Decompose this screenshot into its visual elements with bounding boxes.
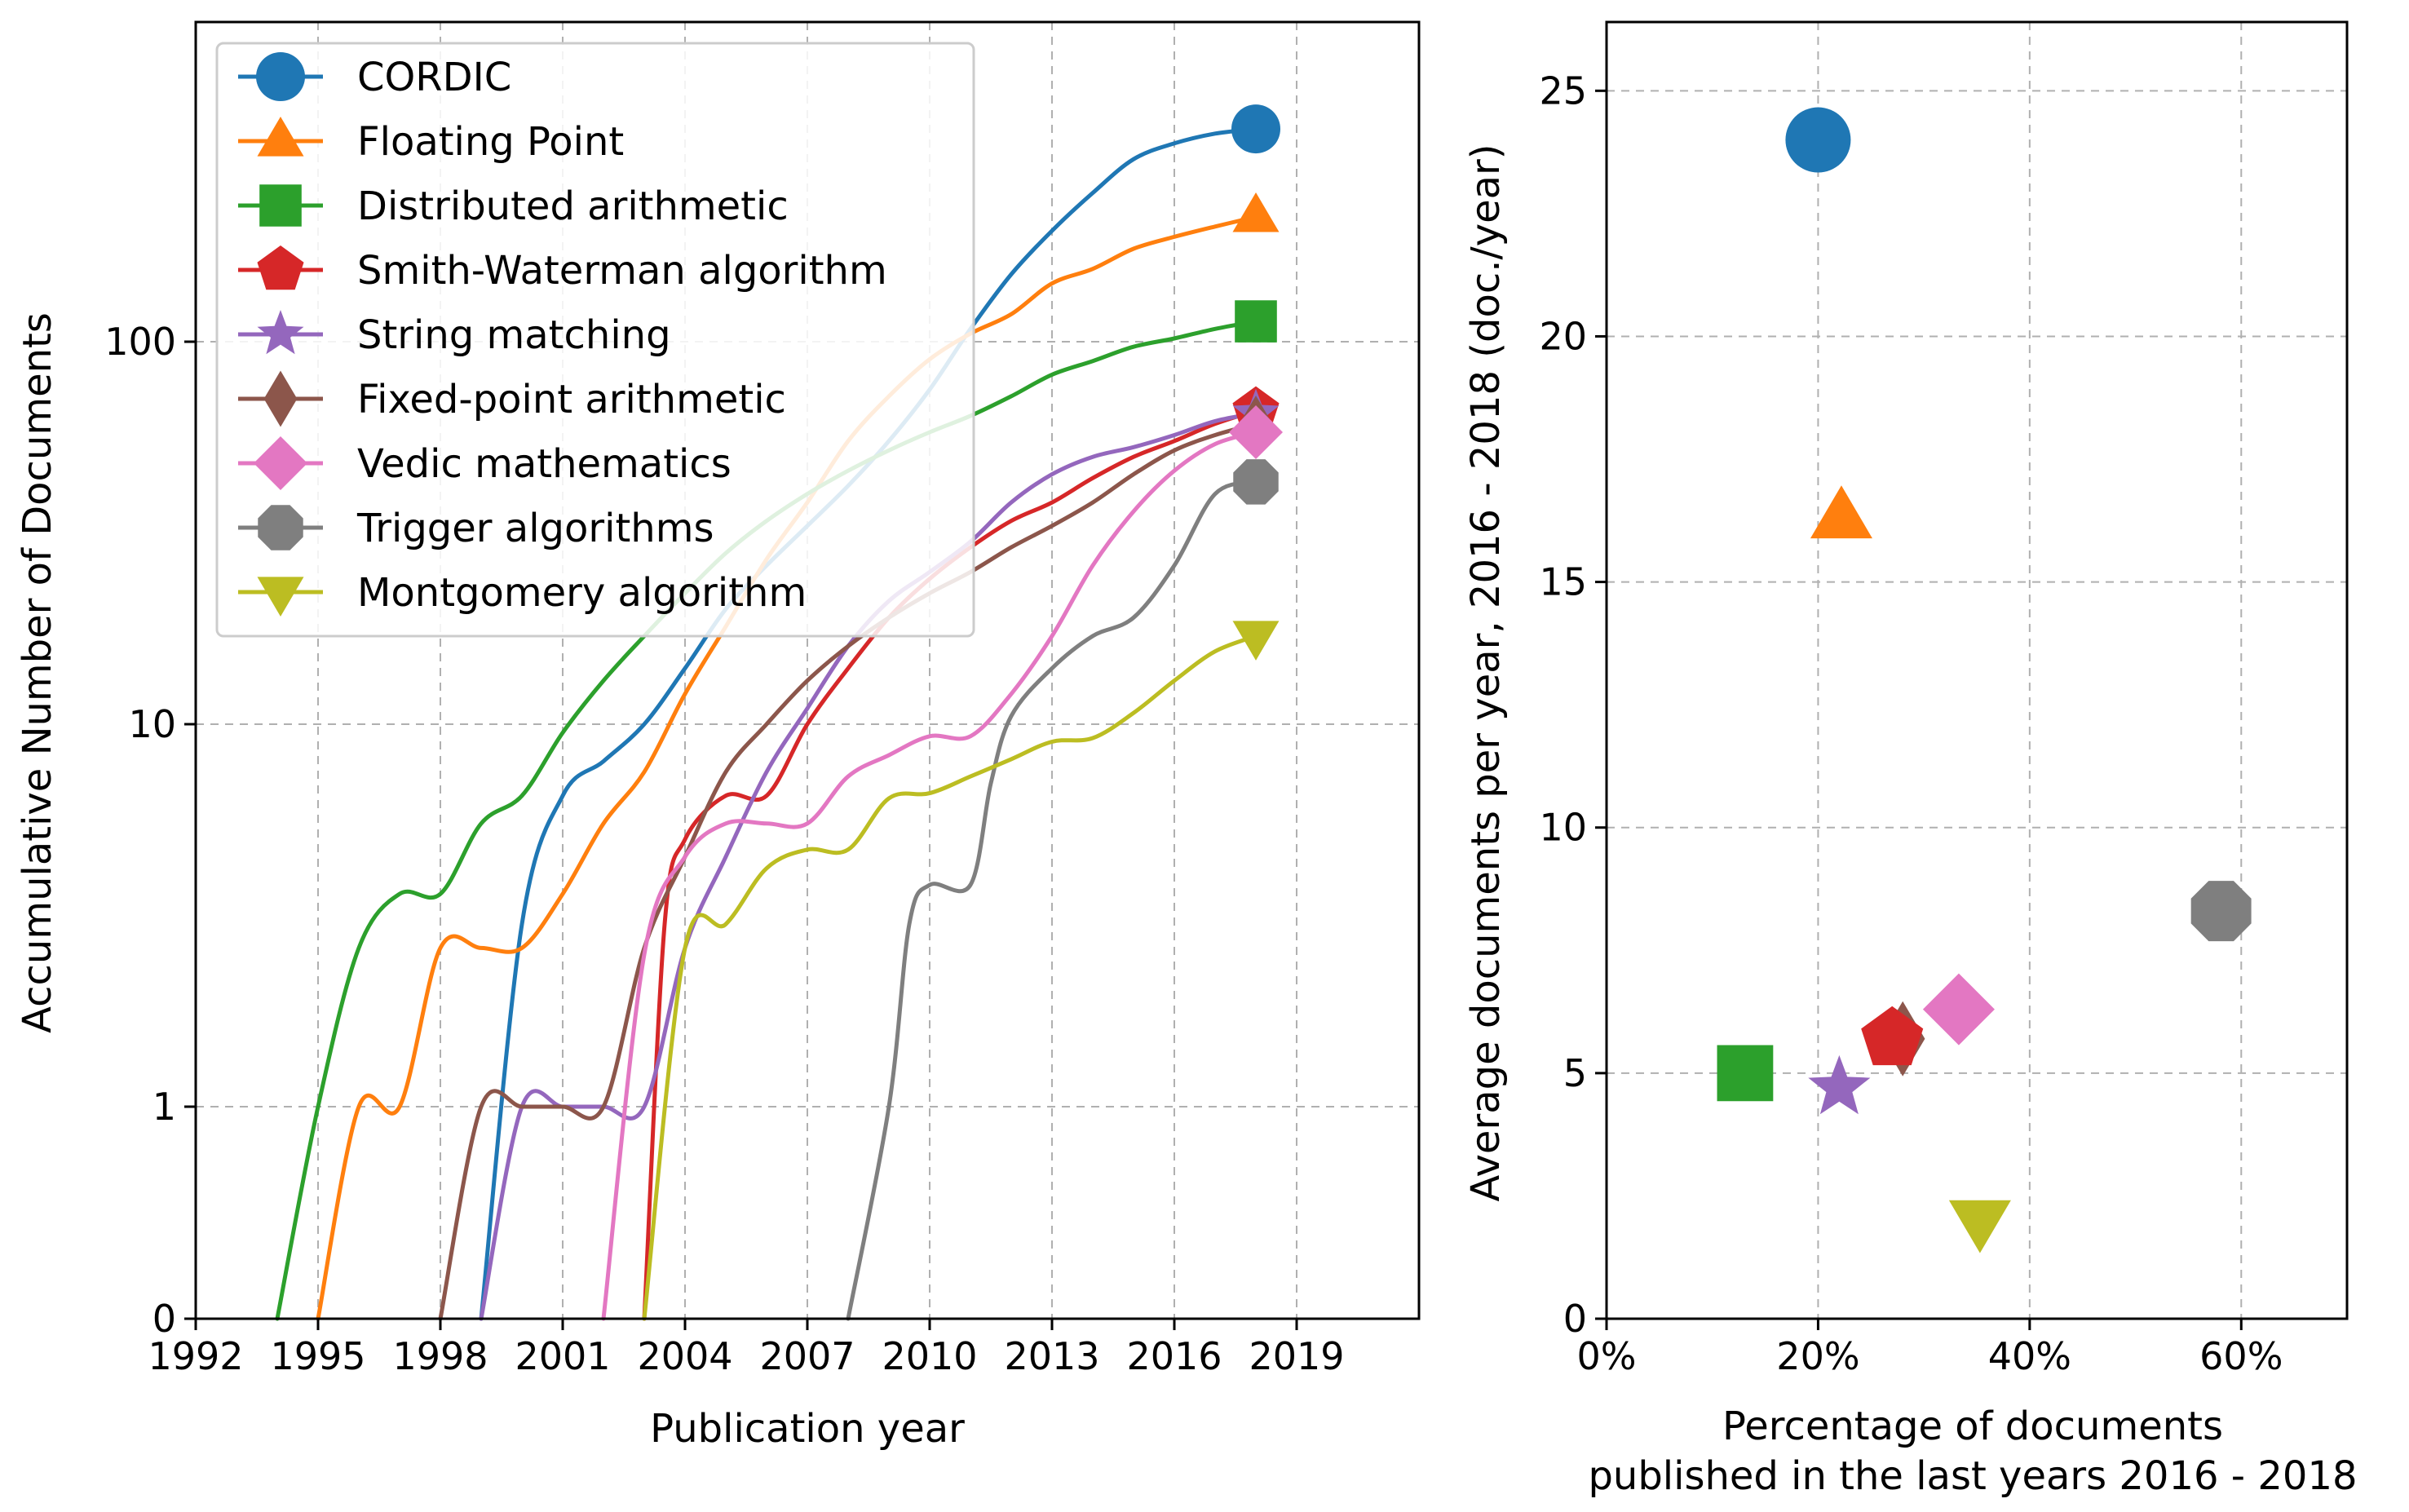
legend-label: String matching [357,312,671,358]
legend-label: Distributed arithmetic [357,183,789,229]
scatter-point-distributed-arithmetic [1717,1045,1774,1102]
right-scatter-points [1717,107,2252,1253]
legend-label: Fixed-point arithmetic [357,377,786,422]
x-tick-label: 2001 [515,1334,610,1378]
right-y-axis-label: Average documents per year, 2016 - 2018 … [1463,144,1509,1201]
x-tick-label: 60% [2199,1334,2283,1378]
legend-box [215,42,975,638]
x-tick-label: 0% [1577,1334,1637,1378]
legend-marker-distributed-arithmetic [259,184,302,227]
x-tick-label: 20% [1776,1334,1859,1378]
x-tick-label: 2016 [1126,1334,1222,1378]
end-marker-floating-point [1232,192,1280,232]
end-marker-trigger-algorithms [1233,459,1279,505]
scatter-point-trigger-algorithms [2190,881,2252,942]
left-x-axis-label: Publication year [650,1406,965,1452]
y-tick-label: 10 [1539,806,1587,850]
legend-label: Trigger algorithms [356,506,714,551]
series-line-string-matching [479,411,1258,1321]
legend-label: Floating Point [357,119,624,165]
x-tick-label: 1998 [392,1334,488,1378]
scatter-point-montgomery-algorithm [1948,1200,2011,1253]
y-tick-label: 0 [1563,1297,1587,1341]
x-tick-label: 2004 [637,1334,732,1378]
right-x-axis-label-line2: published in the last years 2016 - 2018 [1588,1453,2357,1499]
scatter-point-vedic-mathematics [1922,973,1995,1046]
y-tick-label: 20 [1539,314,1587,358]
legend-label: Smith-Waterman algorithm [357,248,887,294]
y-tick-label: 25 [1539,69,1587,113]
y-tick-label: 15 [1539,560,1587,604]
right-axes-frame [1605,20,2349,1320]
legend-marker-vedic-mathematics [254,436,307,490]
y-tick-label: 1 [152,1085,176,1129]
y-tick-label: 100 [104,320,176,364]
y-tick-label: 10 [128,702,176,746]
legend-marker-string-matching [257,310,304,355]
y-tick-label: 0 [152,1297,176,1341]
right-ticks: 0% 20% 40% 60% 0 5 10 15 20 25 [1539,69,2283,1378]
end-marker-montgomery-algorithm [1232,621,1280,661]
series-line-fixed-point-arithmetic [438,422,1258,1321]
series-line-vedic-mathematics [601,430,1258,1321]
scatter-point-floating-point [1810,485,1872,539]
end-marker-cordic [1231,104,1280,154]
legend: CORDIC Floating Point Distributed arithmet… [215,42,975,638]
end-marker-vedic-mathematics [1229,405,1283,459]
legend-marker-montgomery-algorithm [257,577,304,617]
x-tick-label: 2007 [759,1334,855,1378]
left-end-markers [1229,104,1283,661]
right-chart: 0% 20% 40% 60% 0 5 10 15 20 25 Percentage of docu… [1463,20,2358,1499]
legend-label: CORDIC [357,55,511,100]
legend-marker-smith-waterman-algorithm [257,245,304,290]
legend-label: Vedic mathematics [357,441,732,487]
scatter-point-cordic [1785,107,1851,173]
right-x-axis-label-line1: Percentage of documents [1722,1404,2223,1449]
legend-marker-trigger-algorithms [258,505,303,550]
left-ticks: 1992 1995 1998 2001 2004 2007 2010 2013 2016 2019… [104,320,1344,1378]
end-marker-distributed-arithmetic [1235,300,1277,343]
scatter-point-string-matching [1808,1054,1871,1115]
x-tick-label: 40% [1988,1334,2071,1378]
left-y-axis-label: Accumulative Number of Documents [15,312,60,1033]
x-tick-label: 2013 [1004,1334,1099,1378]
scatter-point-smith-waterman-algorithm [1861,1006,1924,1066]
x-tick-label: 1995 [270,1334,365,1378]
y-tick-label: 5 [1563,1051,1587,1095]
right-gridlines [1606,22,2347,1320]
x-tick-label: 2010 [882,1334,977,1378]
series-line-montgomery-algorithm [642,634,1258,1321]
left-chart: 1992 1995 1998 2001 2004 2007 2010 2013 2016 2019… [15,20,1421,1452]
legend-label: Montgomery algorithm [357,570,807,616]
x-tick-label: 2019 [1249,1334,1344,1378]
legend-marker-cordic [256,52,305,101]
x-tick-label: 1992 [148,1334,243,1378]
legend-marker-floating-point [257,117,304,157]
